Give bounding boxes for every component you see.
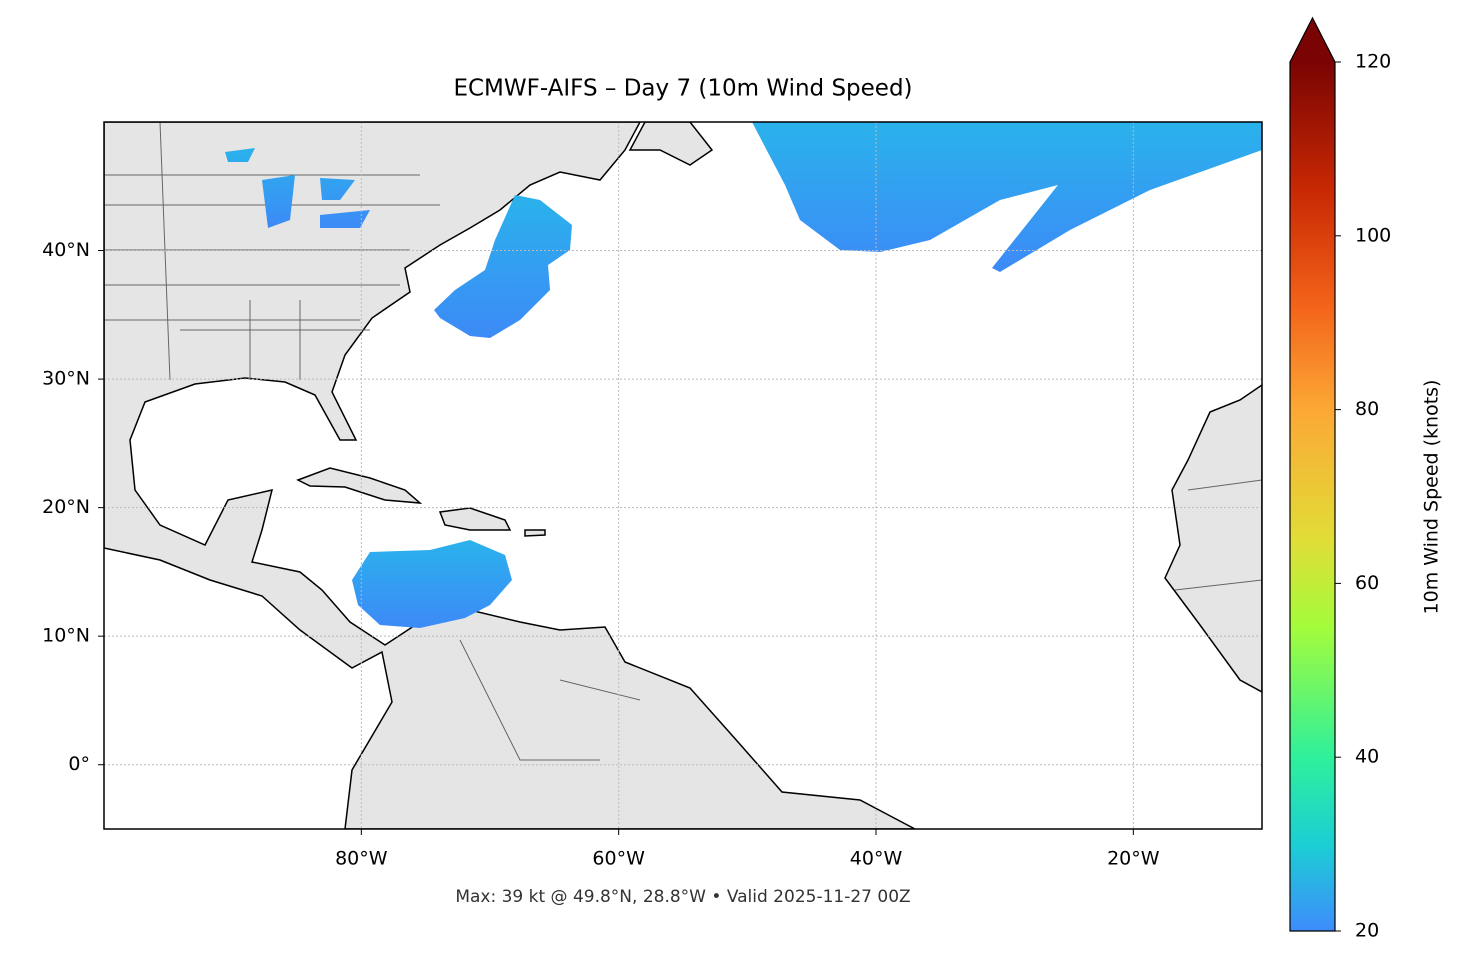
- x-tick-label: 20°W: [1107, 848, 1160, 870]
- newfoundland: [628, 122, 714, 166]
- colorbar-tick-label: 100: [1355, 224, 1391, 246]
- y-tick-label: 20°N: [42, 496, 90, 518]
- x-tick-label: 60°W: [592, 848, 645, 870]
- colorbar-tick-label: 60: [1355, 572, 1379, 594]
- africa: [1164, 384, 1262, 693]
- y-tick-label: 40°N: [42, 239, 90, 261]
- y-tick-label: 10°N: [42, 625, 90, 647]
- cuba: [296, 467, 423, 504]
- map-title: ECMWF-AIFS – Day 7 (10m Wind Speed): [453, 76, 912, 102]
- map-area: [104, 122, 1262, 829]
- colorbar-tick-label: 20: [1355, 920, 1379, 942]
- colorbar-tick-label: 120: [1355, 51, 1391, 73]
- colorbar-extend: [1290, 18, 1335, 62]
- wind-swath-caribbean: [352, 540, 512, 628]
- grid: [104, 122, 1262, 829]
- americas: [104, 122, 916, 829]
- footnote: Max: 39 kt @ 49.8°N, 28.8°W • Valid 2025…: [455, 887, 910, 907]
- y-tick-label: 30°N: [42, 368, 90, 390]
- y-tick-label: 0°: [68, 753, 90, 775]
- wind-swath-great-lakes: [225, 148, 370, 228]
- colorbar-tick-label: 40: [1355, 746, 1379, 768]
- colorbar-tick-label: 80: [1355, 398, 1379, 420]
- x-tick-label: 80°W: [335, 848, 388, 870]
- wind-swath-us-coast: [434, 195, 572, 338]
- puerto-rico: [524, 529, 546, 537]
- colorbar-label: 10m Wind Speed (knots): [1421, 380, 1443, 615]
- wind-swath-north-atlantic: [752, 122, 1262, 272]
- colorbar-frame: [1289, 16, 1336, 932]
- x-tick-label: 40°W: [850, 848, 903, 870]
- colorbar: [1290, 62, 1335, 931]
- map-frame: [103, 121, 1263, 830]
